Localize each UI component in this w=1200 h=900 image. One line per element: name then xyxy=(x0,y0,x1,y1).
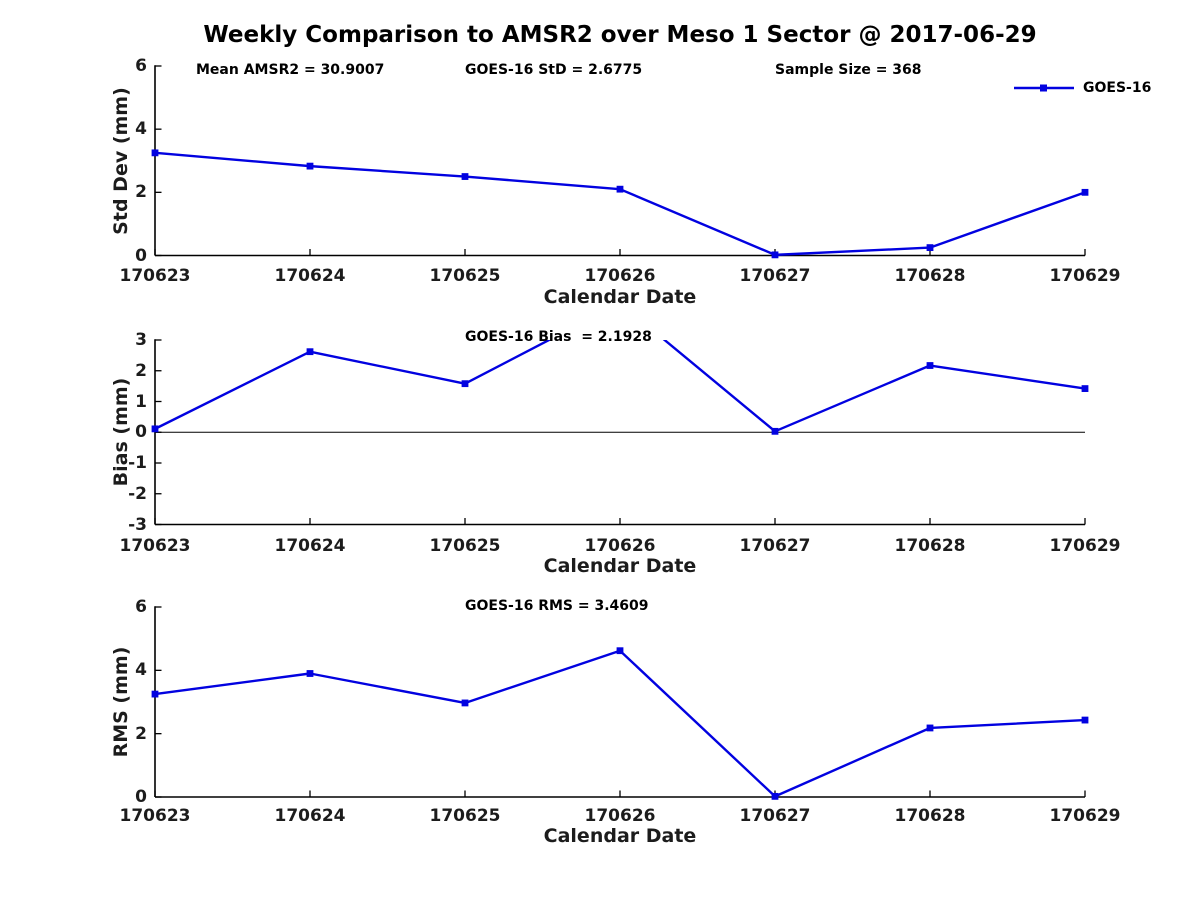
x-tick-label: 170628 xyxy=(894,805,966,826)
x-tick-label: 170627 xyxy=(739,805,811,826)
y-tick-label: 2 xyxy=(135,182,147,203)
x-tick-label: 170625 xyxy=(429,535,501,556)
line-chart-rms-mm xyxy=(151,606,1089,800)
legend-label: GOES-16 xyxy=(1083,80,1152,96)
y-tick-label: 0 xyxy=(135,422,147,443)
x-tick-label: 170629 xyxy=(1049,535,1121,556)
x-tick-label: 170627 xyxy=(739,535,811,556)
x-axis-label: Calendar Date xyxy=(543,824,697,847)
line-chart-std-dev-mm xyxy=(151,65,1089,259)
x-tick-label: 170625 xyxy=(429,805,501,826)
x-tick-label: 170624 xyxy=(274,265,346,286)
y-tick-label: 4 xyxy=(135,119,147,140)
x-tick-label: 170623 xyxy=(119,535,191,556)
x-tick-label: 170626 xyxy=(584,265,656,286)
y-tick-label: -2 xyxy=(128,483,147,504)
legend: GOES-16 xyxy=(1013,80,1151,96)
x-tick-label: 170623 xyxy=(119,805,191,826)
y-tick-label: 6 xyxy=(135,597,147,617)
line-chart-bias-mm xyxy=(151,339,1089,526)
x-tick-label: 170626 xyxy=(584,805,656,826)
x-tick-label: 170627 xyxy=(739,265,811,286)
x-tick-label: 170625 xyxy=(429,265,501,286)
x-axis-label: Calendar Date xyxy=(543,285,697,308)
annotation: GOES-16 RMS = 3.4609 xyxy=(465,597,649,614)
y-tick-label: 3 xyxy=(135,330,147,350)
y-tick-label: 2 xyxy=(135,360,147,381)
annotation: GOES-16 Bias = 2.1928 xyxy=(465,328,652,345)
y-tick-label: 1 xyxy=(135,391,147,412)
y-axis-label: Std Dev (mm) xyxy=(110,86,132,235)
x-tick-label: 170624 xyxy=(274,535,346,556)
y-tick-label: -1 xyxy=(128,453,147,473)
x-tick-label: 170624 xyxy=(274,805,346,826)
x-tick-label: 170629 xyxy=(1049,265,1121,286)
y-tick-label: 0 xyxy=(135,245,147,266)
y-axis-label: RMS (mm) xyxy=(110,646,132,758)
x-tick-label: 170623 xyxy=(119,265,191,286)
x-axis-label: Calendar Date xyxy=(543,554,697,577)
annotation: GOES-16 StD = 2.6775 xyxy=(465,61,643,78)
annotation: Mean AMSR2 = 30.9007 xyxy=(196,61,385,78)
y-tick-label: 0 xyxy=(135,787,147,807)
annotation: Sample Size = 368 xyxy=(775,61,922,78)
y-tick-label: 6 xyxy=(135,56,147,76)
x-tick-label: 170628 xyxy=(894,535,966,556)
x-tick-label: 170628 xyxy=(894,265,966,286)
y-tick-label: -3 xyxy=(128,514,147,535)
x-tick-label: 170629 xyxy=(1049,805,1121,826)
x-tick-label: 170626 xyxy=(584,535,656,556)
y-tick-label: 2 xyxy=(135,723,147,744)
legend-line-sample-icon xyxy=(1014,84,1074,92)
y-tick-label: 4 xyxy=(135,660,147,681)
chart-title: Weekly Comparison to AMSR2 over Meso 1 S… xyxy=(203,22,1037,48)
y-axis-label: Bias (mm) xyxy=(110,377,132,487)
